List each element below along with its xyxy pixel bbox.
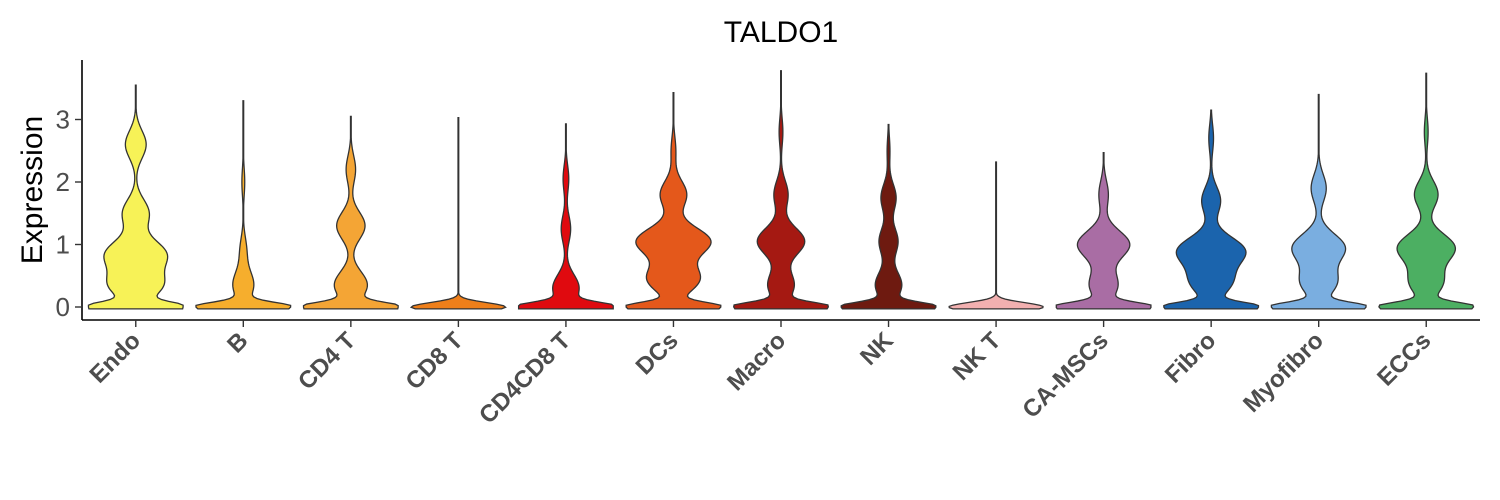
x-tick-label-myofibro: Myofibro (1238, 327, 1329, 418)
violin-dcs (625, 91, 722, 310)
x-tick-label-eccs: ECCs (1372, 327, 1436, 391)
violin-endo (87, 84, 184, 310)
x-tick-label-dcs: DCs (631, 327, 684, 380)
x-tick-label-endo: Endo (84, 327, 146, 389)
violin-fibro (1163, 109, 1260, 310)
violin-macro (732, 70, 830, 310)
violin-ca-mscs (1055, 151, 1152, 310)
violin-cd4-t (302, 115, 399, 310)
x-ticks-group: Endo B CD4 T CD8 T CD4CD8 T DCs Macro NK NK T CA-… (84, 320, 1436, 429)
violin-nk-t (948, 161, 1044, 310)
x-tick-label-cd8-t: CD8 T (401, 327, 469, 395)
violin-myofibro (1270, 93, 1367, 310)
x-tick-label-cd4-t: CD4 T (293, 327, 361, 395)
violin-cd4cd8-t (517, 123, 614, 310)
y-ticks-group: 0 1 2 3 (56, 105, 82, 322)
violin-b (195, 100, 292, 310)
x-tick-label-ca-mscs: CA-MSCs (1017, 327, 1113, 423)
violin-nk (840, 123, 937, 310)
x-tick-label-nk: NK (855, 327, 899, 371)
x-tick-label-b: B (222, 327, 253, 358)
x-tick-label-cd4cd8-t: CD4CD8 T (474, 327, 576, 429)
y-axis-label: Expression (16, 116, 49, 264)
y-tick-label-3: 3 (56, 105, 70, 135)
y-tick-label-1: 1 (56, 230, 70, 260)
violin-cd8-t (409, 116, 507, 310)
x-tick-label-macro: Macro (722, 327, 791, 396)
violins-group (87, 70, 1475, 310)
violin-eccs (1378, 72, 1475, 310)
y-tick-label-0: 0 (56, 292, 70, 322)
chart-title: TALDO1 (724, 16, 838, 49)
y-tick-label-2: 2 (56, 167, 70, 197)
x-tick-label-fibro: Fibro (1160, 327, 1222, 389)
x-tick-label-nk-t: NK T (948, 327, 1007, 386)
